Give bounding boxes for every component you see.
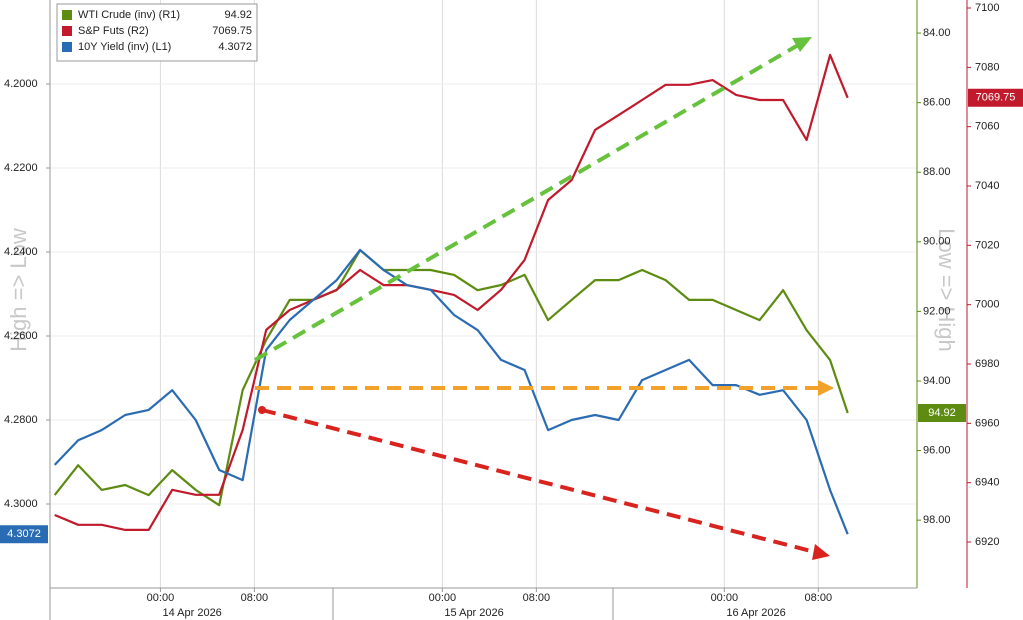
legend-value: 94.92 <box>224 9 252 21</box>
legend-swatch <box>62 26 72 36</box>
x-tick-label: 08:00 <box>523 592 551 604</box>
y-tick-label: 88.00 <box>923 166 951 178</box>
y-tick-label: 90.00 <box>923 236 951 248</box>
legend-label: S&P Futs (R2) <box>78 25 149 37</box>
arrow-head <box>818 380 834 396</box>
y-tick-label: 6980 <box>975 358 999 370</box>
y-tick-label: 6920 <box>975 536 999 548</box>
series-group <box>53 53 849 535</box>
date-label: 16 Apr 2026 <box>726 607 785 619</box>
y-tick-label: 94.00 <box>923 375 951 387</box>
legend-label: WTI Crude (inv) (R1) <box>78 9 180 21</box>
y-tick-label: 4.2600 <box>4 330 38 342</box>
y-tick-label: 84.00 <box>923 27 951 39</box>
last-value-label: 4.3072 <box>7 528 41 540</box>
series-line <box>53 249 849 507</box>
legend: WTI Crude (inv) (R1) 94.92 S&P Futs (R2) 70… <box>56 3 258 62</box>
x-tick-label: 00:00 <box>711 592 739 604</box>
legend-value: 7069.75 <box>212 25 252 37</box>
x-tick-label: 08:00 <box>241 592 269 604</box>
legend-swatch <box>62 10 72 20</box>
y-tick-label: 98.00 <box>923 514 951 526</box>
y-tick-label: 96.00 <box>923 444 951 456</box>
last-value-label: 7069.75 <box>976 92 1016 104</box>
legend-value: 4.3072 <box>218 41 252 53</box>
arrow-head <box>812 544 830 560</box>
y-tick-label: 4.2800 <box>4 414 38 426</box>
y-tick-label: 7100 <box>975 2 999 14</box>
last-value-label: 94.92 <box>928 407 956 419</box>
y-tick-label: 4.3000 <box>4 498 38 510</box>
trend-arrows <box>253 37 834 560</box>
trend-arrow <box>261 408 816 554</box>
y-tick-label: 6960 <box>975 417 999 429</box>
last-value-tag <box>0 525 48 544</box>
y-tick-label: 4.2400 <box>4 246 38 258</box>
legend-box <box>56 3 258 62</box>
legend-label: 10Y Yield (inv) (L1) <box>78 41 171 53</box>
trend-arrow <box>253 42 802 362</box>
arrow-head <box>792 37 812 52</box>
direction-note: High => Low <box>6 228 31 352</box>
last-value-tag <box>918 403 966 422</box>
series-line <box>53 248 849 535</box>
legend-swatch <box>62 42 72 52</box>
y-tick-label: 7000 <box>975 299 999 311</box>
series-line <box>54 53 849 531</box>
x-tick-label: 00:00 <box>429 592 457 604</box>
x-tick-label: 08:00 <box>805 592 833 604</box>
x-tick-label: 00:00 <box>147 592 175 604</box>
y-tick-label: 4.2200 <box>4 162 38 174</box>
date-label: 14 Apr 2026 <box>162 607 221 619</box>
y-tick-label: 7080 <box>975 61 999 73</box>
y-tick-label: 86.00 <box>923 97 951 109</box>
y-tick-label: 6940 <box>975 477 999 489</box>
y-tick-label: 7040 <box>975 180 999 192</box>
last-value-tag <box>968 88 1023 107</box>
arrow-start <box>258 406 266 414</box>
y-tick-label: 7020 <box>975 239 999 251</box>
y-tick-label: 7060 <box>975 121 999 133</box>
y-tick-label: 4.2000 <box>4 78 38 90</box>
y-tick-label: 92.00 <box>923 305 951 317</box>
date-label: 15 Apr 2026 <box>444 607 503 619</box>
direction-note: Low => High <box>934 228 959 352</box>
